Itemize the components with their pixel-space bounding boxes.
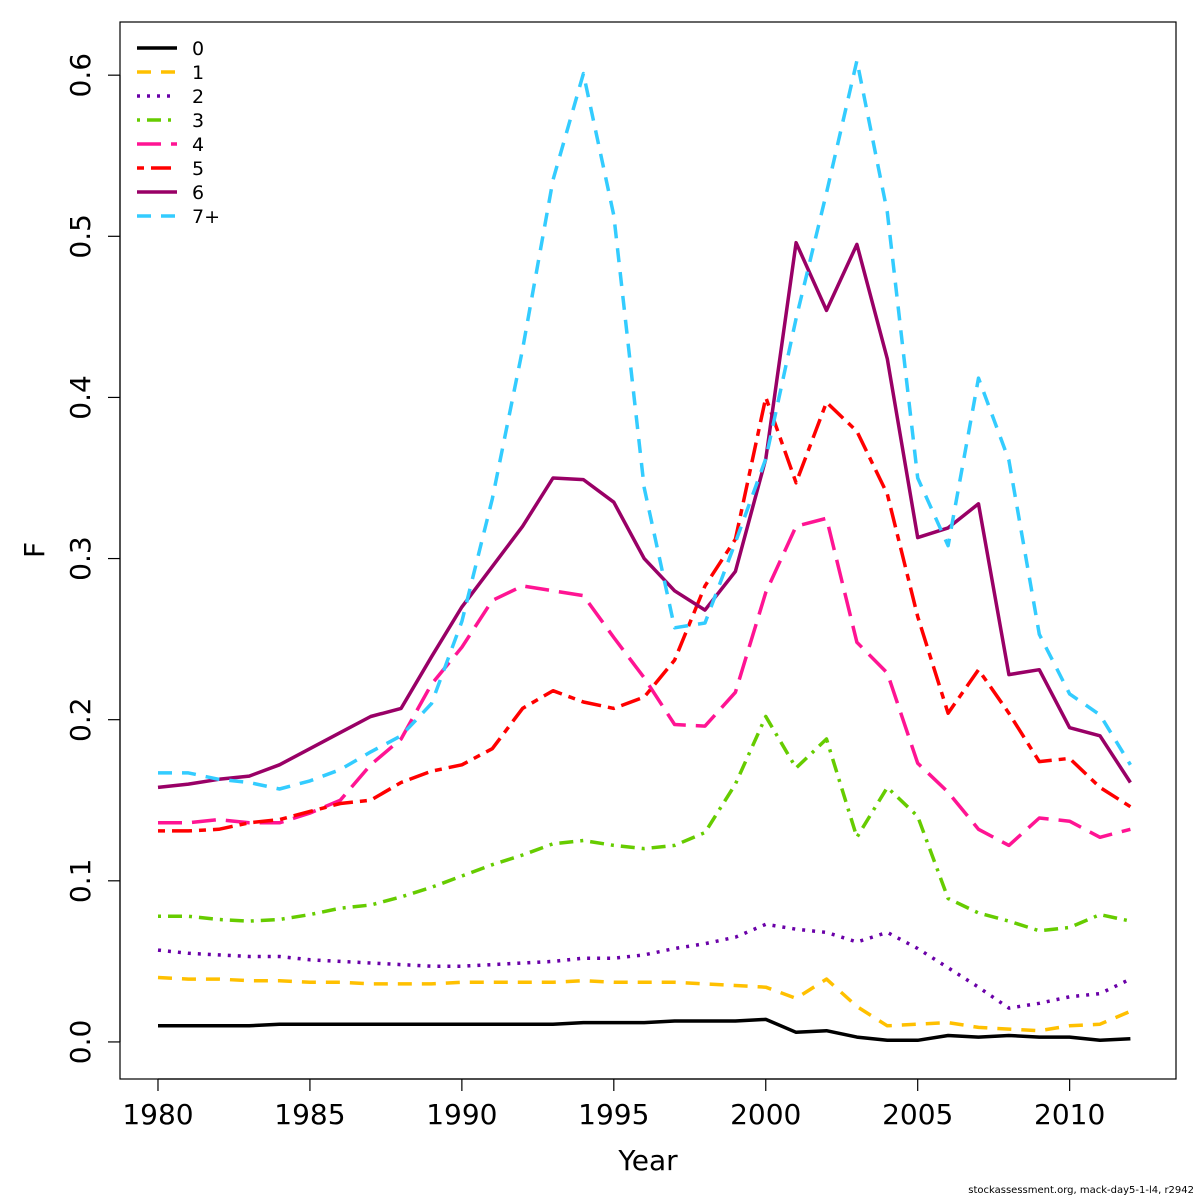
series-line-5 xyxy=(158,395,1132,833)
x-tick-label: 1980 xyxy=(122,1098,193,1131)
series-line-0 xyxy=(158,1017,1131,1043)
legend-label: 4 xyxy=(192,134,204,156)
y-tick-label: 0.4 xyxy=(64,375,97,420)
series-line-2 xyxy=(157,922,1132,1010)
x-axis-label: Year xyxy=(617,1144,678,1177)
plot-frame xyxy=(119,21,1177,1080)
legend-label: 7+ xyxy=(192,206,220,228)
series-line-4 xyxy=(158,516,1131,848)
legend-label: 3 xyxy=(192,110,204,132)
x-tick-label: 2000 xyxy=(730,1098,801,1131)
y-axis: 0.0 0.1 0.2 0.3 0.4 0.5 0.6 xyxy=(64,53,121,1065)
y-tick-label: 0.6 xyxy=(64,53,97,98)
legend-label: 2 xyxy=(192,86,204,108)
series-line-3 xyxy=(158,714,1131,933)
x-tick-label: 2010 xyxy=(1034,1098,1105,1131)
x-tick-label: 1985 xyxy=(274,1098,345,1131)
x-tick-label: 2005 xyxy=(882,1098,953,1131)
credit-text: stockassessment.org, mack-day5-1-l4, r29… xyxy=(968,1185,1194,1196)
legend-label: 5 xyxy=(192,158,204,180)
series-line-1 xyxy=(157,975,1132,1033)
series-line-6 xyxy=(157,240,1132,790)
legend-label: 1 xyxy=(192,62,204,84)
y-tick-label: 0.3 xyxy=(64,536,97,581)
series-line-7plus xyxy=(158,58,1132,791)
legend-label: 0 xyxy=(192,38,204,60)
x-axis: 1980 1985 1990 1995 2000 2005 2010 xyxy=(122,1078,1105,1131)
y-tick-label: 0.1 xyxy=(64,859,97,904)
legend-label: 6 xyxy=(192,182,204,204)
y-tick-label: 0.0 xyxy=(64,1020,97,1065)
x-tick-label: 1995 xyxy=(578,1098,649,1131)
y-tick-label: 0.2 xyxy=(64,697,97,742)
y-tick-label: 0.5 xyxy=(64,214,97,259)
y-axis-label: F xyxy=(18,542,51,558)
series-lines xyxy=(157,58,1132,1043)
x-tick-label: 1990 xyxy=(426,1098,497,1131)
